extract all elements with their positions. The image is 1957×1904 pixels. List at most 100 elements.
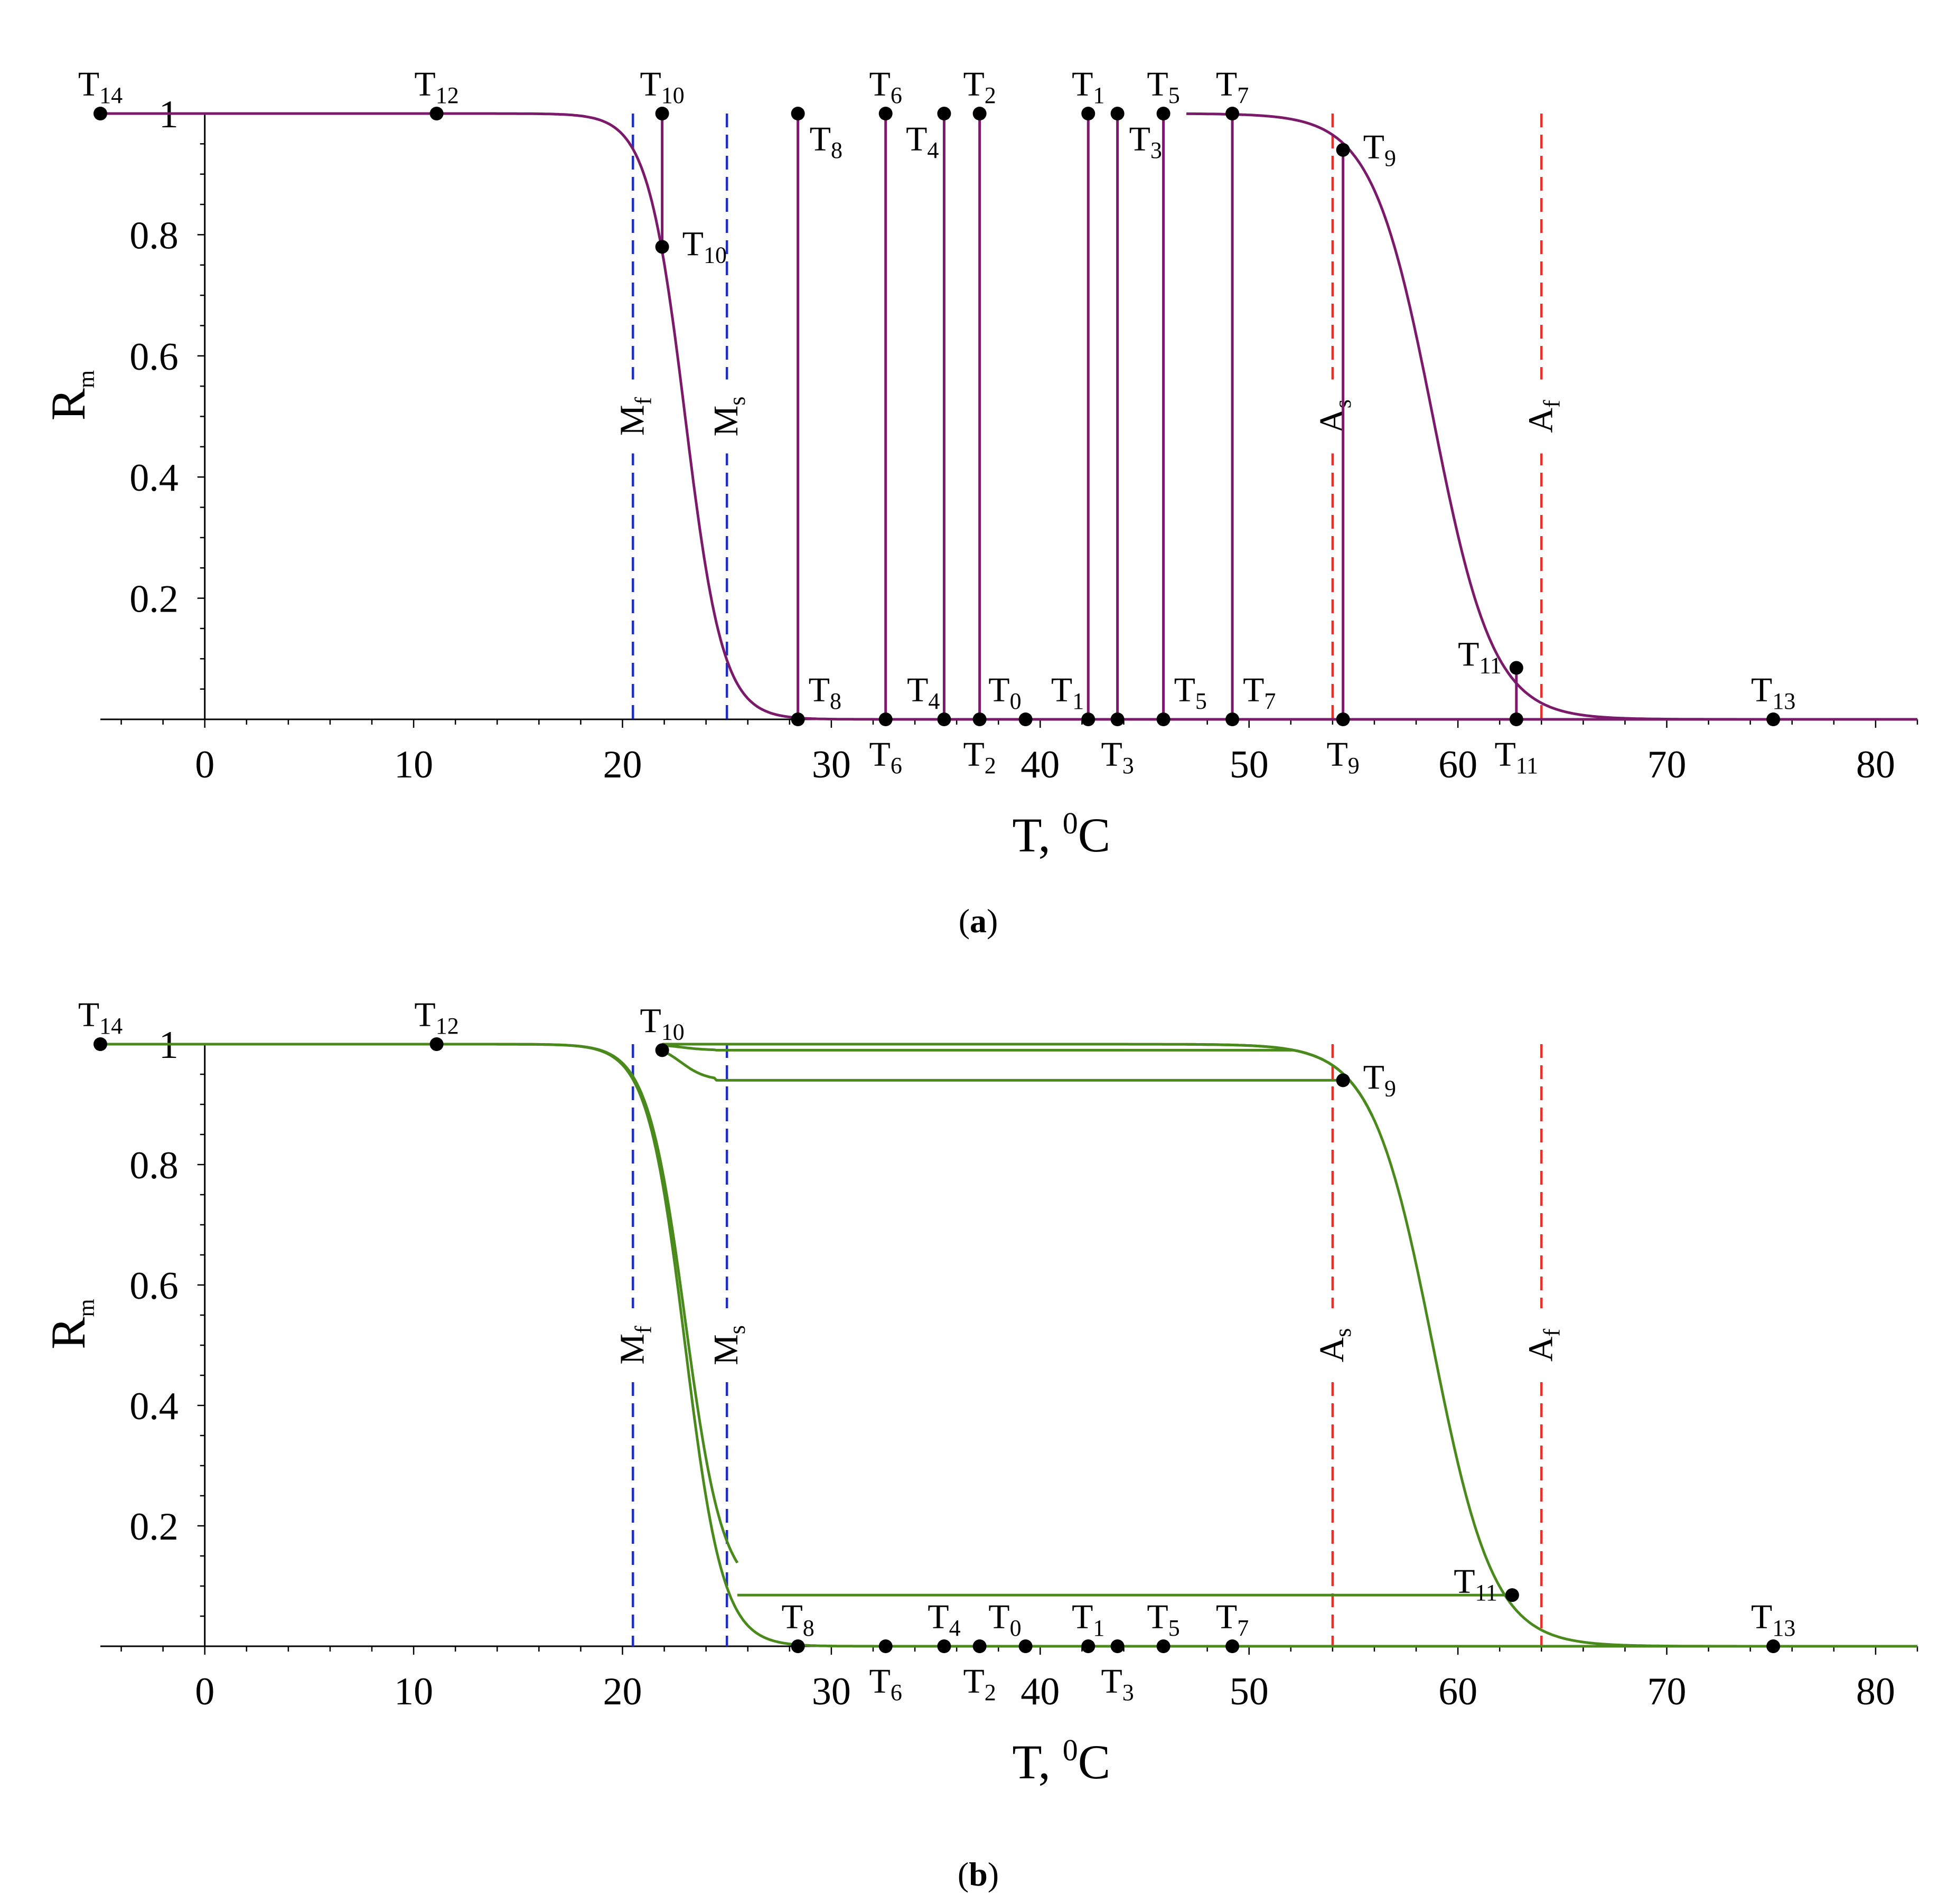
- point-label-a-text: T: [1458, 635, 1479, 674]
- heating-curve-a: [1186, 112, 1917, 721]
- point-label-b-sub: 10: [661, 1019, 685, 1045]
- state-point-b: [1225, 1639, 1240, 1653]
- point-label-a-text: T: [809, 671, 830, 709]
- point-label-b: T9: [1363, 1058, 1396, 1101]
- point-label-b-sub: 8: [803, 1615, 814, 1641]
- point-label-a-text: T: [1326, 735, 1347, 774]
- point-label-a-text: T: [682, 224, 704, 263]
- point-label-b-sub: 7: [1237, 1615, 1249, 1641]
- point-label-b-text: T: [1216, 1598, 1237, 1636]
- state-point-a: [1509, 712, 1523, 726]
- point-label-a-text: T: [1751, 671, 1772, 709]
- y-axis-title-sub: m: [73, 370, 99, 388]
- point-label-b-sub: 9: [1384, 1075, 1396, 1101]
- point-label-a-text: T: [414, 65, 435, 104]
- x-tick-label-a: 30: [812, 743, 851, 786]
- transition-label-bg: [1311, 379, 1354, 454]
- state-point-a: [655, 240, 669, 254]
- minor-loop-upper-b-1: [662, 1044, 1374, 1117]
- transition-label-sub: f: [1539, 400, 1565, 408]
- point-label-a: T10: [682, 224, 727, 268]
- transition-label-text: A: [1521, 1336, 1560, 1362]
- point-label-a-text: T: [640, 65, 661, 104]
- state-point-a: [1018, 712, 1033, 726]
- state-point-b: [791, 1639, 805, 1653]
- panel-caption-b: (b): [958, 1855, 999, 1893]
- y-axis-title-a: Rm: [41, 370, 99, 421]
- point-label-a-sub: 6: [891, 753, 902, 779]
- point-label-b: T6: [869, 1662, 902, 1705]
- state-point-b: [1336, 1073, 1350, 1087]
- point-label-b-sub: 14: [99, 1013, 123, 1039]
- point-label-a: T5: [1147, 65, 1179, 108]
- point-label-b: T13: [1751, 1598, 1795, 1641]
- point-label-a-sub: 4: [928, 688, 940, 714]
- transition-label-sub: s: [1330, 1328, 1356, 1337]
- point-label-a-sub: 8: [830, 688, 841, 714]
- state-point-b: [1505, 1588, 1519, 1602]
- transition-label-text: M: [707, 1334, 745, 1365]
- state-point-b: [93, 1037, 107, 1051]
- point-label-a-sub: 3: [1150, 137, 1162, 163]
- x-axis-title-unit: C: [1078, 808, 1110, 862]
- point-label-b: T7: [1216, 1598, 1249, 1641]
- point-label-a-sub: 12: [436, 82, 459, 108]
- point-label-a-text: T: [869, 65, 891, 104]
- point-label-a-text: T: [1494, 735, 1515, 774]
- point-label-b-text: T: [414, 996, 435, 1034]
- point-label-b-text: T: [1101, 1662, 1122, 1701]
- point-label-a-text: T: [1216, 65, 1237, 104]
- x-axis-title-a: T, 0C: [1012, 806, 1110, 862]
- point-label-a-sub: 1: [1072, 688, 1084, 714]
- minor-loop-upper-b-2: [661, 1049, 1374, 1117]
- caption-open: (: [959, 902, 970, 940]
- point-label-b: T3: [1101, 1662, 1134, 1705]
- point-label-a-sub: 8: [831, 137, 842, 163]
- point-label-b-text: T: [78, 996, 99, 1034]
- point-label-a: T1: [1072, 65, 1104, 108]
- point-label-a-sub: 11: [1516, 753, 1538, 779]
- point-label-a: T11: [1458, 635, 1502, 679]
- point-label-a-text: T: [869, 735, 891, 774]
- point-label-b-sub: 0: [1010, 1615, 1022, 1641]
- caption-close: ): [988, 1855, 999, 1893]
- transition-label-bg: [1520, 1308, 1563, 1382]
- point-label-a-sub: 5: [1168, 82, 1180, 108]
- point-label-a: T3: [1129, 120, 1162, 163]
- y-tick-label-a: 0.4: [129, 456, 179, 500]
- point-label-a: T0: [988, 671, 1021, 714]
- point-label-a: T4: [906, 120, 939, 163]
- point-label-a-sub: 9: [1384, 145, 1396, 171]
- x-tick-label-b: 30: [812, 1670, 851, 1713]
- point-label-a: T6: [869, 735, 902, 779]
- point-label-a: T9: [1326, 735, 1359, 779]
- x-tick-label-b: 40: [1020, 1670, 1060, 1713]
- point-label-a: T14: [78, 65, 123, 108]
- state-point-a: [1110, 712, 1125, 726]
- transition-label-sub: f: [1539, 1328, 1565, 1336]
- transition-label-Mf-b: Mf: [613, 1326, 656, 1365]
- x-axis-title-b: T, 0C: [1012, 1733, 1110, 1789]
- point-label-a-text: T: [907, 671, 928, 709]
- y-axis-title-text: R: [41, 388, 95, 420]
- y-tick-label-b: 0.6: [129, 1264, 179, 1308]
- figure-panel-a: 0 10 20 30 40 50 60 70 80 1 0.8 0.6 0.4 0.2 T, 0C Rm Mf M…: [0, 0, 1957, 940]
- x-tick-label-a: 50: [1230, 743, 1269, 786]
- point-label-a-text: T: [1363, 128, 1384, 166]
- point-label-a-sub: 1: [1093, 82, 1104, 108]
- x-tick-label-a: 0: [195, 743, 214, 786]
- x-tick-label-a: 20: [603, 743, 642, 786]
- x-tick-label-a: 70: [1647, 743, 1687, 786]
- point-label-a: T11: [1494, 735, 1538, 779]
- state-point-a: [937, 712, 951, 726]
- state-point-a: [1156, 107, 1171, 120]
- x-tick-label-b: 20: [603, 1670, 642, 1713]
- transition-label-As-b: As: [1313, 1328, 1356, 1363]
- state-point-b: [655, 1043, 669, 1057]
- figure-panel-b: 0 10 20 30 40 50 60 70 80 1 0.8 0.6 0.4 0.2 T, 0C Rm Mf M…: [0, 940, 1957, 1904]
- state-point-b: [937, 1639, 951, 1653]
- transition-label-Af-b: Af: [1521, 1328, 1565, 1362]
- state-point-a: [1225, 712, 1240, 726]
- point-label-a: T2: [963, 735, 996, 779]
